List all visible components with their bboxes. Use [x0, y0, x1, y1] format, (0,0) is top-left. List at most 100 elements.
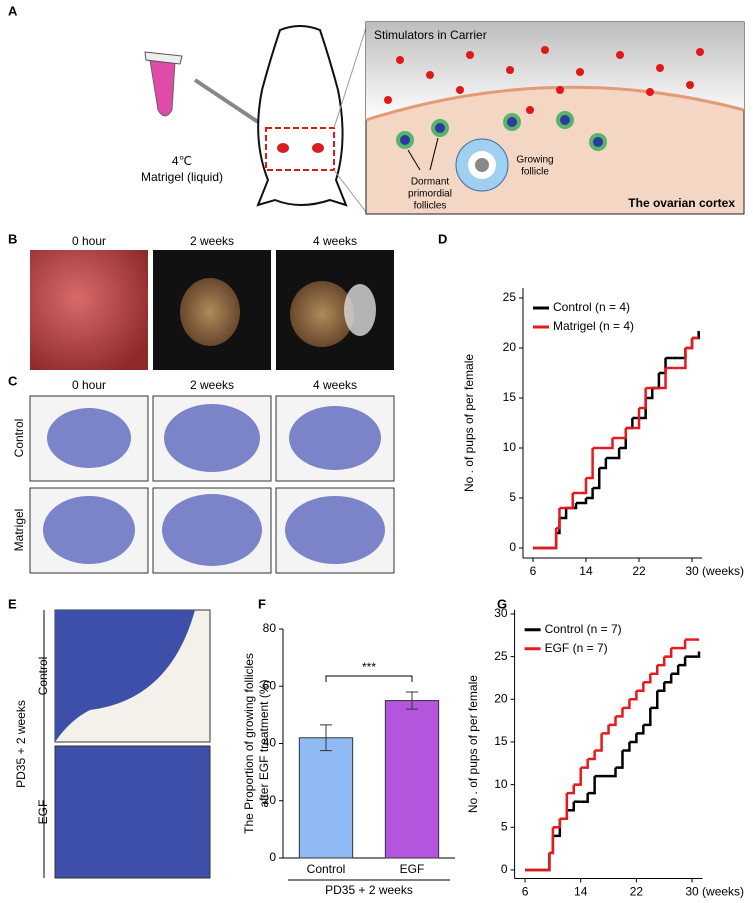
- step: [599, 458, 608, 470]
- panel-label: G: [497, 596, 507, 611]
- pointer: [407, 149, 421, 171]
- step: [639, 388, 647, 410]
- step: [585, 488, 594, 500]
- panel-label: A: [8, 3, 18, 18]
- step: [615, 750, 624, 769]
- step: [622, 741, 631, 752]
- tube: [149, 59, 176, 117]
- panel-label: E: [8, 596, 17, 611]
- step: [601, 724, 610, 735]
- dormant-label: Dormant: [411, 177, 450, 188]
- step: [587, 776, 596, 795]
- y-tick-label: 30: [494, 606, 508, 620]
- bar: [298, 737, 354, 859]
- photo-title: 2 weeks: [190, 234, 234, 248]
- row-label: Matrigel: [12, 509, 26, 552]
- growing-label: Growing: [516, 155, 553, 166]
- photo-ovary: [180, 278, 240, 346]
- step: [619, 428, 628, 440]
- step: [580, 759, 589, 769]
- syringe: [193, 78, 260, 124]
- panel-label: C: [8, 373, 18, 388]
- step: [545, 852, 551, 872]
- step: [632, 408, 641, 430]
- step: [552, 818, 562, 829]
- y-axis-label: The Proportion of growing follicles: [242, 653, 256, 834]
- x-tick-label: 22: [630, 885, 644, 898]
- y-axis-label: No . of pups of per female: [466, 675, 480, 813]
- photo-title: 4 weeks: [313, 234, 357, 248]
- y-tick-label: 5: [501, 819, 508, 833]
- y-tick-label: 15: [494, 734, 508, 748]
- step: [629, 733, 638, 744]
- temperature: 4℃: [172, 154, 192, 168]
- step: [552, 528, 558, 550]
- photo-gel: [344, 284, 376, 336]
- y-tick-label: 0: [269, 850, 276, 864]
- step: [605, 438, 614, 450]
- step: [585, 448, 594, 480]
- zoom-line: [333, 27, 367, 129]
- x-axis-label: PD35 + 2 weeks: [325, 883, 413, 897]
- step: [566, 493, 574, 510]
- x-tick-label: Control: [307, 862, 346, 876]
- legend-label: EGF (n = 7): [545, 641, 608, 655]
- step: [636, 682, 645, 693]
- step: [559, 793, 569, 821]
- step: [566, 801, 576, 812]
- y-tick-label: 25: [494, 649, 508, 663]
- x-tick-label: 22: [632, 564, 646, 578]
- step: [645, 388, 654, 400]
- legend-label: Control (n = 7): [545, 622, 622, 636]
- legend-label: Control (n = 4): [553, 300, 630, 314]
- y-axis-label: No . of pups of per female: [462, 354, 476, 492]
- panel-label: B: [8, 231, 17, 246]
- step: [678, 656, 687, 667]
- step: [650, 690, 659, 710]
- dormant-label: follicles: [414, 201, 447, 212]
- step: [685, 338, 694, 350]
- x-tick-label: 14: [579, 564, 593, 578]
- y-tick-label: 5: [509, 490, 516, 504]
- y-tick-label: 80: [263, 621, 277, 635]
- y-tick-label: 25: [503, 290, 517, 304]
- cortex-edge: [365, 85, 745, 122]
- highlight-box: [265, 127, 335, 171]
- cortex-label: The ovarian cortex: [628, 196, 735, 210]
- photo: [30, 250, 148, 370]
- x-tick-label: 30: [685, 564, 699, 578]
- panel-label: F: [258, 596, 266, 611]
- step: [573, 767, 582, 786]
- x-tick-label: 30: [685, 885, 699, 898]
- step: [612, 448, 621, 460]
- ovary: [312, 143, 324, 153]
- group-label: PD35 + 2 weeks: [14, 700, 28, 788]
- bar: [384, 700, 440, 859]
- histology-title: 2 weeks: [190, 378, 234, 392]
- step: [566, 784, 576, 795]
- zoom-line: [333, 169, 367, 213]
- step: [615, 707, 624, 718]
- annotation: ***: [362, 660, 376, 674]
- step: [549, 827, 555, 855]
- step: [576, 498, 588, 505]
- matrigel-label: Matrigel (liquid): [141, 170, 223, 184]
- step: [579, 478, 588, 495]
- stimulators: [384, 46, 704, 114]
- follicles: [396, 111, 607, 192]
- tube-cap: [144, 51, 183, 65]
- step: [658, 368, 667, 390]
- x-axis-label: (weeks): [702, 885, 744, 898]
- section-tissue: [55, 610, 195, 742]
- y-tick-label: 60: [263, 678, 277, 692]
- x-tick-label: 6: [522, 885, 529, 898]
- y-tick-label: 20: [263, 793, 277, 807]
- step: [643, 707, 652, 727]
- step: [622, 699, 631, 710]
- step: [608, 767, 617, 778]
- y-tick-label: 0: [509, 540, 516, 554]
- step: [559, 508, 568, 520]
- histology-tissue: [43, 404, 385, 566]
- step: [636, 724, 645, 735]
